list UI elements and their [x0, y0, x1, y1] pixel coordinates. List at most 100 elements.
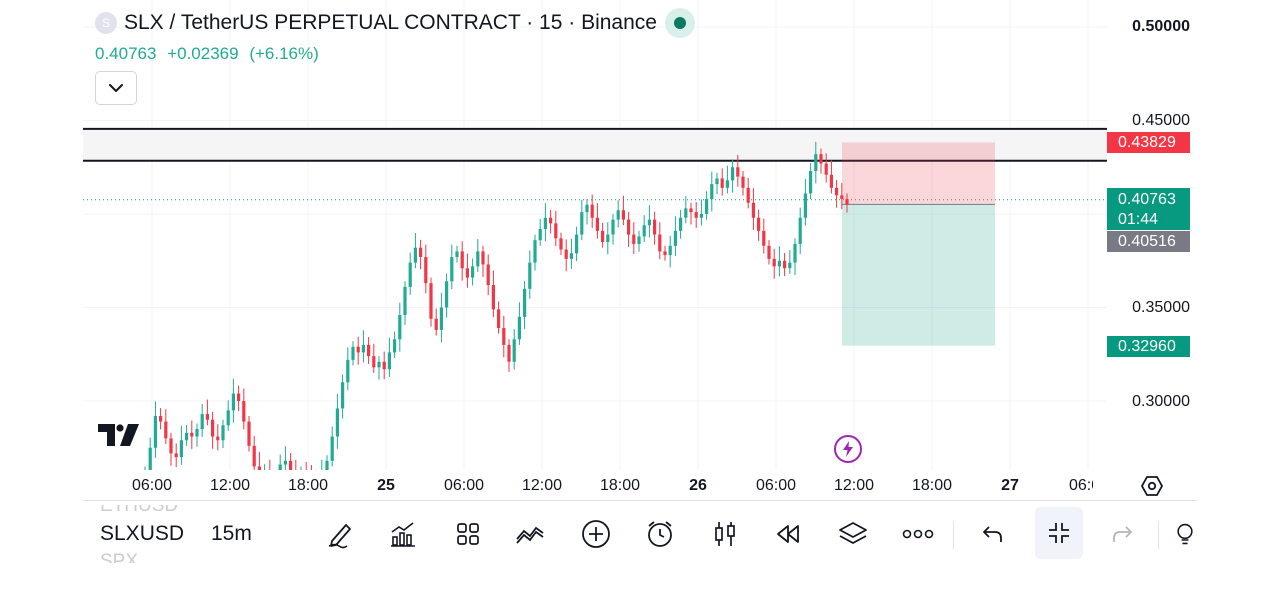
- interval-selector[interactable]: 15m: [211, 522, 252, 545]
- candle: [533, 234, 537, 271]
- event-lightning-icon[interactable]: [834, 435, 862, 463]
- candle-body: [387, 352, 391, 370]
- candle-body: [751, 202, 755, 218]
- candle-body: [829, 174, 833, 188]
- candle-body: [211, 419, 215, 437]
- candle-body: [517, 316, 521, 340]
- candle-body: [569, 253, 573, 259]
- indicators-button[interactable]: [508, 513, 552, 555]
- candle: [590, 194, 594, 228]
- candle: [741, 170, 745, 196]
- candle: [305, 461, 307, 470]
- pen-icon: [328, 524, 351, 549]
- candle-body: [351, 346, 355, 360]
- candle: [803, 178, 807, 226]
- drawing-tools-button[interactable]: [318, 513, 362, 555]
- object-tree-button[interactable]: [831, 513, 875, 555]
- chart-pane[interactable]: [83, 0, 1107, 470]
- candle-body: [772, 258, 776, 267]
- market-status-indicator[interactable]: [664, 8, 695, 38]
- candle-body: [231, 393, 235, 411]
- candle-body: [398, 314, 402, 340]
- legend-collapse-button[interactable]: [95, 71, 137, 105]
- candle: [673, 216, 677, 256]
- candle-body: [216, 436, 220, 441]
- more-dots-icon: [902, 529, 934, 539]
- candle: [819, 148, 823, 174]
- candle-body: [408, 262, 412, 287]
- time-axis-label: 18:00: [911, 477, 953, 494]
- candle-body: [549, 217, 553, 224]
- ideas-button[interactable]: [1173, 513, 1197, 555]
- add-button[interactable]: [574, 513, 618, 555]
- candle: [543, 203, 547, 242]
- candle-body: [554, 223, 558, 239]
- candle-body: [673, 230, 677, 246]
- collapse-arrows-icon: [1049, 523, 1069, 543]
- candle-body: [460, 251, 464, 269]
- candle: [564, 239, 568, 272]
- bar-countdown: 01:44: [1118, 211, 1159, 228]
- plus-circle-icon: [582, 520, 610, 548]
- tradingview-logo-icon[interactable]: [98, 424, 140, 446]
- candle-body: [205, 414, 209, 420]
- price-change: +0.02369: [167, 44, 239, 63]
- layers-icon: [839, 522, 867, 544]
- candle: [840, 182, 844, 210]
- chart-type-button[interactable]: [703, 513, 747, 555]
- symbol-picker[interactable]: ETHUSD SPX SLXUSD: [100, 505, 200, 563]
- candle-body: [840, 195, 844, 200]
- candle: [757, 209, 761, 241]
- financials-button[interactable]: [381, 513, 425, 555]
- candle: [403, 281, 407, 326]
- chart-settings-icon[interactable]: [1140, 474, 1164, 498]
- candle: [601, 222, 605, 248]
- market-open-dot-icon: [673, 17, 686, 29]
- candle-body: [413, 247, 417, 263]
- candle: [710, 171, 714, 212]
- candlestick-series[interactable]: [83, 0, 1107, 470]
- time-axis-label: 27: [1001, 477, 1019, 494]
- candle: [829, 160, 833, 194]
- time-axis-label: 12:00: [833, 477, 875, 494]
- current-symbol[interactable]: SLXUSD: [100, 522, 185, 546]
- alerts-button[interactable]: [638, 513, 682, 555]
- candle: [606, 222, 610, 255]
- candle: [367, 337, 371, 364]
- candle: [465, 253, 469, 288]
- candle: [538, 218, 542, 246]
- more-button[interactable]: [896, 513, 940, 555]
- undo-button[interactable]: [971, 513, 1015, 555]
- chart-legend: S SLX / TetherUS PERPETUAL CONTRACT · 15…: [95, 8, 695, 64]
- candle-body: [793, 243, 797, 263]
- candle: [694, 202, 698, 228]
- candle: [247, 415, 251, 452]
- candle: [824, 153, 828, 183]
- candle-body: [757, 217, 761, 231]
- candle: [153, 401, 157, 458]
- candle-body: [741, 176, 745, 188]
- indicators-icon: [516, 526, 544, 544]
- candle: [627, 211, 631, 247]
- candle: [289, 452, 293, 470]
- exit-fullscreen-button[interactable]: [1035, 507, 1083, 559]
- candle: [351, 341, 355, 366]
- candle: [491, 270, 495, 318]
- candle: [569, 238, 573, 269]
- candle: [684, 196, 688, 224]
- layouts-button[interactable]: [446, 513, 490, 555]
- candle: [845, 193, 849, 213]
- candle-body: [424, 257, 428, 284]
- quote-row: 0.40763 +0.02369 (+6.16%): [95, 44, 695, 64]
- stop-loss-price-tag: 0.43829: [1107, 132, 1190, 153]
- candle: [335, 393, 339, 449]
- replay-button[interactable]: [766, 513, 810, 555]
- candle: [300, 466, 302, 470]
- candle-body: [814, 154, 818, 171]
- candle-body: [606, 234, 610, 243]
- symbol-title[interactable]: SLX / TetherUS PERPETUAL CONTRACT · 15 ·…: [124, 11, 657, 34]
- redo-button[interactable]: [1100, 513, 1144, 555]
- candle: [762, 218, 766, 254]
- price-axis-label: 0.45000: [1132, 112, 1190, 129]
- candle: [476, 239, 480, 272]
